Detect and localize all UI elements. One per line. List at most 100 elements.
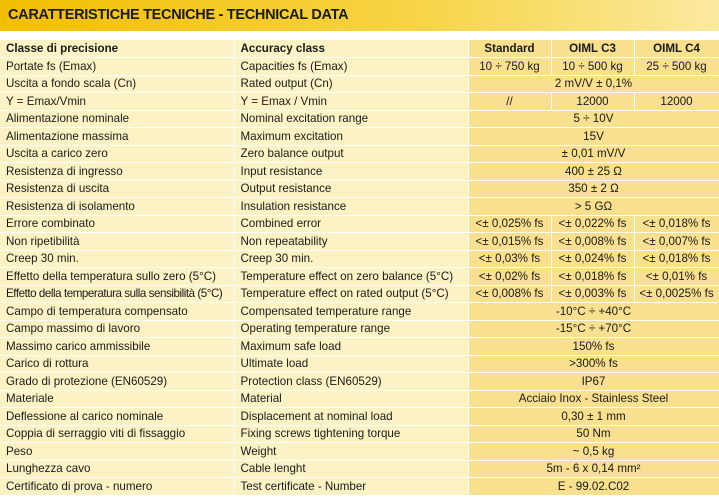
header-cell: OIML C3 [551, 40, 635, 58]
label-it: Effetto della temperatura sullo zero (5°… [0, 267, 235, 286]
row: Resistenza di ingresso Input resistance 40… [0, 162, 719, 181]
data-table: Classe di precisione Accuracy class Standa… [0, 40, 719, 496]
label-en: Output resistance [234, 180, 469, 198]
label-en: Protection class (EN60529) [234, 372, 469, 391]
value: Acciaio Inox - Stainless Steel [468, 390, 719, 408]
label-it: Lunghezza cavo [0, 460, 235, 478]
value: // [468, 92, 552, 111]
value: <± 0,015% fs [468, 232, 552, 251]
value: <± 0,003% fs [551, 285, 635, 303]
value: 2 mV/V ± 0,1% [468, 75, 719, 93]
label-en: Creep 30 min. [234, 250, 469, 268]
value: 12000 [551, 92, 635, 111]
value: 5 ÷ 10V [468, 110, 719, 128]
value: 10 ÷ 750 kg [468, 57, 552, 76]
label-it: Peso [0, 442, 235, 461]
label-en: Weight [234, 442, 469, 461]
row: Portate fs (Emax) Capacities fs (Emax) 10 … [0, 57, 719, 76]
label-it: Coppia di serraggio viti di fissaggio [0, 425, 235, 443]
row: Resistenza di uscita Output resistance 350… [0, 180, 719, 198]
row: Uscita a carico zero Zero balance output ±… [0, 145, 719, 163]
label-en: Rated output (Cn) [234, 75, 469, 93]
row: Alimentazione nominale Nominal excitation… [0, 110, 719, 128]
row: Campo massimo di lavoro Operating tempera… [0, 320, 719, 338]
row: Uscita a fondo scala (Cn) Rated output (C… [0, 75, 719, 93]
value: 150% fs [468, 337, 719, 356]
label-it: Deflessione al carico nominale [0, 407, 235, 426]
label-it: Non ripetibilità [0, 232, 235, 251]
value: 350 ± 2 Ω [468, 180, 719, 198]
title: CARATTERISTICHE TECNICHE - TECHNICAL DAT… [0, 0, 719, 31]
label-it: Carico di rottura [0, 355, 235, 373]
row: Effetto della temperatura sulla sensibil… [0, 285, 719, 303]
row: Carico di rottura Ultimate load >300% fs [0, 355, 719, 373]
value: > 5 GΩ [468, 197, 719, 216]
label-it: Portate fs (Emax) [0, 57, 235, 76]
value: <± 0,024% fs [551, 250, 635, 268]
label-en: Y = Emax / Vmin [234, 92, 469, 111]
label-en: Maximum excitation [234, 127, 469, 146]
row: Non ripetibilità Non repeatability <± 0,01… [0, 232, 719, 251]
value: E - 99.02.C02 [468, 477, 719, 496]
value: 10 ÷ 500 kg [551, 57, 635, 76]
label-en: Capacities fs (Emax) [234, 57, 469, 76]
label-it: Campo di temperatura compensato [0, 302, 235, 321]
label-it: Creep 30 min. [0, 250, 235, 268]
label-it: Resistenza di ingresso [0, 162, 235, 181]
label-en: Displacement at nominal load [234, 407, 469, 426]
value: <± 0,018% fs [634, 215, 719, 233]
label-en: Temperature effect on rated output (5°C) [234, 285, 469, 303]
value: -10°C ÷ +40°C [468, 302, 719, 321]
label-en: Fixing screws tightening torque [234, 425, 469, 443]
header-cell: Standard [468, 40, 552, 58]
value: >300% fs [468, 355, 719, 373]
row: Lunghezza cavo Cable lenght 5m - 6 x 0,14 … [0, 460, 719, 478]
value: <± 0,01% fs [634, 267, 719, 286]
label-it: Resistenza di isolamento [0, 197, 235, 216]
value: <± 0,022% fs [551, 215, 635, 233]
value: ~ 0,5 kg [468, 442, 719, 461]
label-it: Effetto della temperatura sulla sensibil… [0, 285, 235, 303]
label-it: Y = Emax/Vmin [0, 92, 235, 111]
value: <± 0,018% fs [634, 250, 719, 268]
value: -15°C ÷ +70°C [468, 320, 719, 338]
label-en: Temperature effect on zero balance (5°C) [234, 267, 469, 286]
value: 5m - 6 x 0,14 mm² [468, 460, 719, 478]
value: <± 0,0025% fs [634, 285, 719, 303]
label-it: Resistenza di uscita [0, 180, 235, 198]
label-en: Ultimate load [234, 355, 469, 373]
value: <± 0,008% fs [551, 232, 635, 251]
label-en: Input resistance [234, 162, 469, 181]
value: ± 0,01 mV/V [468, 145, 719, 163]
row: Peso Weight ~ 0,5 kg [0, 442, 719, 461]
label-en: Test certificate - Number [234, 477, 469, 496]
label-en: Material [234, 390, 469, 408]
row: Alimentazione massima Maximum excitation 1… [0, 127, 719, 146]
label-it: Errore combinato [0, 215, 235, 233]
value: 12000 [634, 92, 719, 111]
row: Grado di protezione (EN60529) Protection … [0, 372, 719, 391]
row: Campo di temperatura compensato Compensat… [0, 302, 719, 321]
value: <± 0,018% fs [551, 267, 635, 286]
row: Deflessione al carico nominale Displaceme… [0, 407, 719, 426]
value: 400 ± 25 Ω [468, 162, 719, 181]
label-it: Alimentazione nominale [0, 110, 235, 128]
header-cell: Accuracy class [234, 40, 469, 58]
row: Effetto della temperatura sullo zero (5°… [0, 267, 719, 286]
label-it: Certificato di prova - numero [0, 477, 235, 496]
value: 50 Nm [468, 425, 719, 443]
value: 0,30 ± 1 mm [468, 407, 719, 426]
row: Materiale Material Acciaio Inox - Stainles… [0, 390, 719, 408]
row: Coppia di serraggio viti di fissaggio Fix… [0, 425, 719, 443]
header-cell: Classe di precisione [0, 40, 235, 58]
row: Errore combinato Combined error <± 0,025% … [0, 215, 719, 233]
label-en: Cable lenght [234, 460, 469, 478]
row: Resistenza di isolamento Insulation resis… [0, 197, 719, 216]
label-en: Zero balance output [234, 145, 469, 163]
label-it: Uscita a carico zero [0, 145, 235, 163]
label-en: Compensated temperature range [234, 302, 469, 321]
label-en: Combined error [234, 215, 469, 233]
value: <± 0,007% fs [634, 232, 719, 251]
label-it: Materiale [0, 390, 235, 408]
